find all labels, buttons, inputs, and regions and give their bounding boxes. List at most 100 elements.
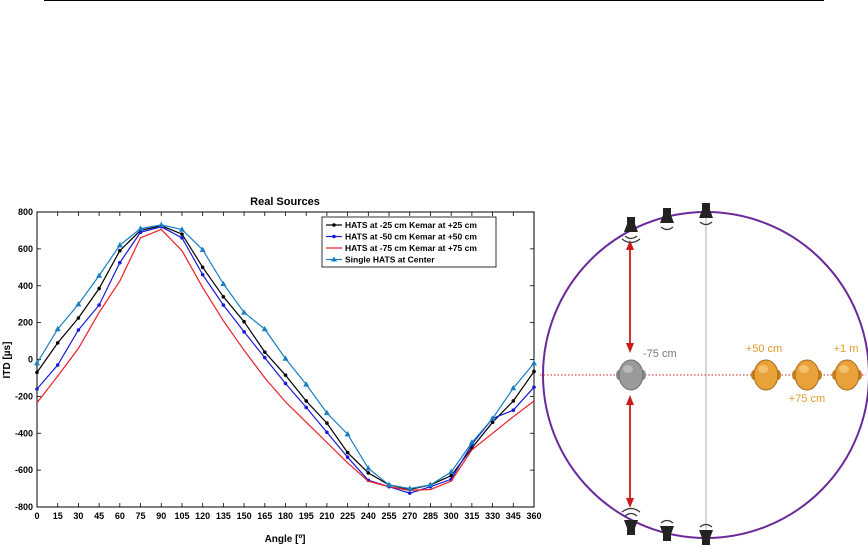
x-tick-label: 345 <box>506 511 521 521</box>
series-3-point <box>158 221 165 228</box>
center-head-icon <box>616 359 646 391</box>
series-0-point <box>511 399 516 403</box>
series-3-point <box>344 430 351 437</box>
series-3-point <box>323 409 330 416</box>
speaker-bottom-center-icon <box>699 523 713 545</box>
legend-entry: HATS at -25 cm Kemar at +25 cm <box>345 220 477 230</box>
x-tick-label: 255 <box>382 511 397 521</box>
series-0-point <box>325 421 329 425</box>
series-line-2 <box>36 228 535 492</box>
series-0-point <box>366 471 371 475</box>
y-axis-label: ITD [µs] <box>2 342 13 379</box>
series-3-point <box>468 439 475 445</box>
legend-entry: Single HATS at Center <box>345 255 435 265</box>
head-plus-50-icon <box>751 359 781 391</box>
y-tick-label: -600 <box>15 465 33 475</box>
x-tick-label: 90 <box>156 511 166 521</box>
series-1-point <box>180 236 184 240</box>
series-1-point <box>283 381 288 386</box>
x-tick-label: 180 <box>278 511 293 521</box>
x-tick-label: 60 <box>115 511 125 521</box>
x-tick-label: 210 <box>319 511 334 521</box>
series-0-point <box>180 232 184 236</box>
series-3-point <box>365 465 372 471</box>
series-3-point <box>448 468 455 475</box>
x-tick-label: 195 <box>299 511 314 521</box>
legend-marker <box>331 256 337 262</box>
series-3-point <box>241 309 248 315</box>
legend-entry: HATS at -75 cm Kemar at +75 cm <box>345 243 477 253</box>
y-tick-label: 200 <box>18 318 33 328</box>
series-3-point <box>137 225 144 231</box>
y-tick-label: -400 <box>15 428 33 438</box>
head-plus-100-icon <box>832 359 862 391</box>
y-tick-label: 400 <box>18 281 33 291</box>
x-tick-label: 165 <box>257 511 272 521</box>
series-0-point <box>35 370 39 375</box>
series-3-point <box>116 241 123 248</box>
series-lines <box>34 221 537 495</box>
x-tick-label: 300 <box>444 511 459 521</box>
y-tick-label: 800 <box>18 207 33 217</box>
series-0-point <box>262 350 267 354</box>
series-1-point <box>407 491 412 495</box>
y-tick-label: -200 <box>15 391 33 401</box>
series-0-point <box>200 265 205 270</box>
series-0-point <box>221 295 226 299</box>
series-3-point <box>178 226 185 232</box>
arrow-top <box>626 240 634 353</box>
itd-line-chart: Real Sources -800-600-400-20002004006008… <box>2 196 542 545</box>
x-tick-label: 135 <box>216 511 231 521</box>
series-1-point <box>200 272 205 277</box>
x-tick-label: 45 <box>94 511 104 521</box>
x-tick-label: 150 <box>237 511 252 521</box>
x-tick-label: 30 <box>73 511 83 521</box>
legend: HATS at -25 cm Kemar at +25 cm HATS at -5… <box>321 216 497 268</box>
series-3-point <box>75 300 82 307</box>
x-tick-label: 360 <box>526 511 541 521</box>
series-1-point <box>325 430 329 435</box>
series-3-point <box>199 246 206 252</box>
series-1-point <box>532 385 536 389</box>
series-0-point <box>532 369 536 374</box>
legend-entry: HATS at -50 cm Kemar at +50 cm <box>345 232 477 242</box>
series-3-point <box>406 485 413 491</box>
speaker-top-left-icon <box>621 217 641 244</box>
series-0-point <box>304 399 309 403</box>
series-0-point <box>118 248 122 253</box>
series-0-point <box>242 319 246 324</box>
series-3-point <box>34 359 40 366</box>
y-tick-label: -800 <box>15 502 33 512</box>
legend-marker <box>332 223 336 227</box>
series-1-point <box>97 303 101 307</box>
series-3-point <box>303 381 310 387</box>
label-plus-1m: +1 m <box>834 343 859 355</box>
series-1-point <box>35 387 39 391</box>
series-0-point <box>449 473 453 478</box>
series-3-point <box>510 384 517 391</box>
series-1-point <box>138 230 143 235</box>
series-1-point <box>511 408 516 413</box>
legend-marker <box>332 234 336 239</box>
series-3-point <box>386 481 393 488</box>
x-tick-label: 120 <box>195 511 210 521</box>
x-tick-label: 240 <box>361 511 376 521</box>
y-axis-ticks: -800 -600 -400 -200 0 200 400 600 800 <box>15 207 534 512</box>
series-3-point <box>220 280 227 287</box>
series-1-point <box>262 355 267 360</box>
x-tick-label: 15 <box>53 511 63 521</box>
series-1-point <box>304 405 309 410</box>
series-1-point <box>242 330 246 334</box>
x-tick-label: 75 <box>136 511 146 521</box>
series-0-point <box>76 316 81 320</box>
series-0-point <box>97 286 101 291</box>
x-tick-label: 225 <box>340 511 355 521</box>
series-1-point <box>76 328 81 332</box>
series-0-point <box>55 341 60 345</box>
series-3-point <box>489 415 496 421</box>
label-plus-50: +50 cm <box>746 343 782 355</box>
series-0-point <box>283 373 288 377</box>
y-tick-label: 600 <box>18 244 33 254</box>
series-3-point <box>261 325 268 332</box>
series-3-point <box>54 325 61 332</box>
